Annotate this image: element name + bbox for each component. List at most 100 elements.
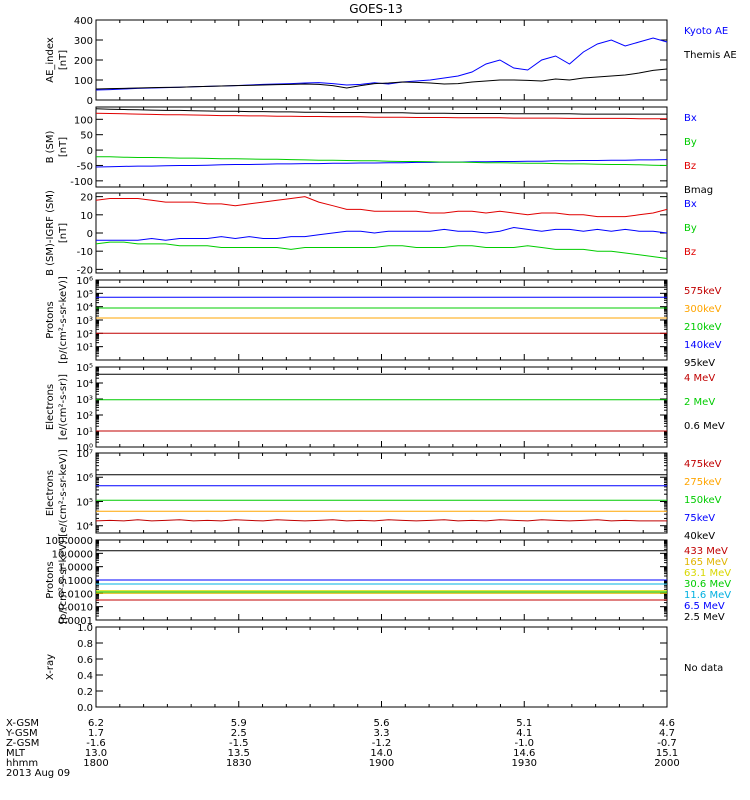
- y-tick-label: 10¹: [76, 427, 93, 438]
- legend-210kev: 210keV: [684, 322, 722, 333]
- panel-protons_high: 100.0000 10.0000 1.0000 0.1000 0.0100 0.0010 0…: [45, 536, 731, 627]
- footer-row-label: MLT: [6, 748, 26, 759]
- legend-300kev: 300keV: [684, 304, 722, 315]
- legend-0-6-mev: 0.6 MeV: [684, 421, 725, 432]
- footer-row-label: Y-GSM: [5, 728, 38, 739]
- chart-title: GOES-13: [349, 2, 403, 16]
- y-axis-unit: [e/(cm²-s-sr)]: [58, 374, 69, 440]
- footer-value: 15.1: [656, 748, 678, 759]
- panel-frame: [95, 626, 668, 708]
- footer-row-label: X-GSM: [6, 718, 39, 729]
- y-axis-label: B (SM)-IGRF (SM): [45, 190, 56, 276]
- legend-11-6-mev: 11.6 MeV: [684, 590, 731, 601]
- series-bx: [95, 159, 668, 168]
- footer-value: 4.1: [516, 728, 532, 739]
- y-tick-label: 0.0100: [58, 589, 93, 600]
- y-tick-label: 100: [74, 76, 93, 87]
- footer-value: -0.7: [657, 738, 677, 749]
- footer-value: 5.6: [374, 718, 390, 729]
- y-tick-label: 0.1000: [58, 576, 93, 587]
- legend-275kev: 275keV: [684, 477, 722, 488]
- y-tick-label: 0.0010: [58, 603, 93, 614]
- y-tick-label: 10¹: [76, 343, 93, 354]
- y-tick-label: 100.0000: [45, 536, 93, 547]
- footer-value: -1.5: [229, 738, 249, 749]
- y-tick-label: 10³: [76, 395, 93, 406]
- y-tick-label: 10⁵: [76, 363, 93, 374]
- panel-protons_low: 10⁶ 10⁵ 10⁴ 10³ 10² 10¹ Protons [p/(cm²-s-sr-ke…: [45, 276, 722, 369]
- y-tick-label: 0.8: [77, 639, 93, 650]
- y-tick-label: 0.6: [77, 655, 93, 666]
- legend-2-mev: 2 MeV: [684, 397, 715, 408]
- footer-value: 13.5: [228, 748, 250, 759]
- legend-95kev: 95keV: [684, 358, 715, 369]
- panel-electrons_kev: 10⁷ 10⁶ 10⁵ 10⁴ Electrons [e/(cm²-s-sr-keV)] 4…: [45, 449, 722, 542]
- y-tick-label: 10⁴: [76, 379, 93, 390]
- legend-475kev: 475keV: [684, 459, 722, 470]
- panel-bsm: 100 50 0 -50 -100 B (SM) [nT] Bx By Bz Bmag: [45, 106, 713, 196]
- footer-value: 2000: [654, 758, 679, 769]
- legend-40kev: 40keV: [684, 531, 715, 542]
- legend-kyoto-ae: Kyoto AE: [684, 26, 728, 37]
- y-tick-label: 10⁵: [76, 289, 93, 300]
- legend-75kev: 75keV: [684, 513, 715, 524]
- series-themis-ae: [95, 68, 668, 90]
- series-by: [96, 156, 668, 166]
- series-kyoto-ae: [95, 37, 668, 91]
- footer-value: 3.3: [374, 728, 390, 739]
- y-tick-label: 10⁶: [76, 276, 93, 287]
- footer-value: 14.6: [513, 748, 535, 759]
- series-bx: [96, 226, 668, 241]
- legend-themis-ae: Themis AE: [683, 50, 737, 61]
- series-bz: [95, 112, 667, 120]
- footer-value: 4.6: [659, 718, 675, 729]
- y-tick-label: 10⁵: [76, 497, 93, 508]
- panel-frame: [95, 19, 668, 101]
- panel-frame: [95, 106, 668, 188]
- legend-165-mev: 165 MeV: [684, 557, 728, 568]
- footer-row-label: hhmm: [6, 758, 38, 769]
- y-tick-label: 10²: [76, 329, 93, 340]
- footer-value: 2.5: [231, 728, 247, 739]
- y-tick-label: 10³: [76, 316, 93, 327]
- y-tick-label: 0: [87, 229, 93, 240]
- legend-575kev: 575keV: [684, 286, 722, 297]
- y-tick-label: 10.0000: [52, 549, 93, 560]
- legend-30-6-mev: 30.6 MeV: [684, 579, 731, 590]
- series-by: [95, 241, 668, 259]
- footer-value: -1.2: [372, 738, 392, 749]
- footer-value: 4.7: [659, 728, 675, 739]
- y-tick-label: -100: [70, 177, 93, 188]
- y-tick-label: 10⁰: [76, 443, 93, 454]
- y-axis-label: Protons: [45, 301, 56, 338]
- legend-140kev: 140keV: [684, 340, 722, 351]
- y-tick-label: 200: [74, 56, 93, 67]
- y-tick-label: -10: [77, 247, 93, 258]
- legend-433-mev: 433 MeV: [684, 546, 728, 557]
- y-axis-unit: [nT]: [58, 50, 69, 70]
- series-475kev: [95, 519, 667, 522]
- panel-frame: [95, 452, 668, 534]
- y-tick-label: 1.0: [77, 623, 93, 634]
- y-tick-label: 0: [87, 96, 93, 107]
- legend-bx: Bx: [684, 199, 697, 210]
- y-tick-label: -50: [77, 161, 93, 172]
- y-tick-label: 400: [74, 16, 93, 27]
- y-tick-label: 100: [74, 115, 93, 126]
- y-tick-label: 10⁴: [76, 303, 93, 314]
- y-tick-label: 300: [74, 36, 93, 47]
- y-axis-unit: [p/(cm²-s-sr-keV)]: [58, 276, 69, 364]
- footer-value: 1930: [512, 758, 537, 769]
- panel-frame: [95, 279, 668, 361]
- legend-bz: Bz: [684, 247, 696, 258]
- legend-2-5-mev: 2.5 MeV: [684, 612, 725, 623]
- footer-value: 5.1: [516, 718, 532, 729]
- legend-by: By: [684, 137, 697, 148]
- footer-date: 2013 Aug 09: [6, 768, 70, 779]
- panel-electrons_mev: 10⁵ 10⁴ 10³ 10² 10¹ 10⁰ Electrons [e/(cm²-s-sr)…: [45, 363, 725, 454]
- legend-4-mev: 4 MeV: [684, 373, 715, 384]
- footer-value: 1900: [369, 758, 394, 769]
- legend-150kev: 150keV: [684, 495, 722, 506]
- footer-value: 1.7: [88, 728, 104, 739]
